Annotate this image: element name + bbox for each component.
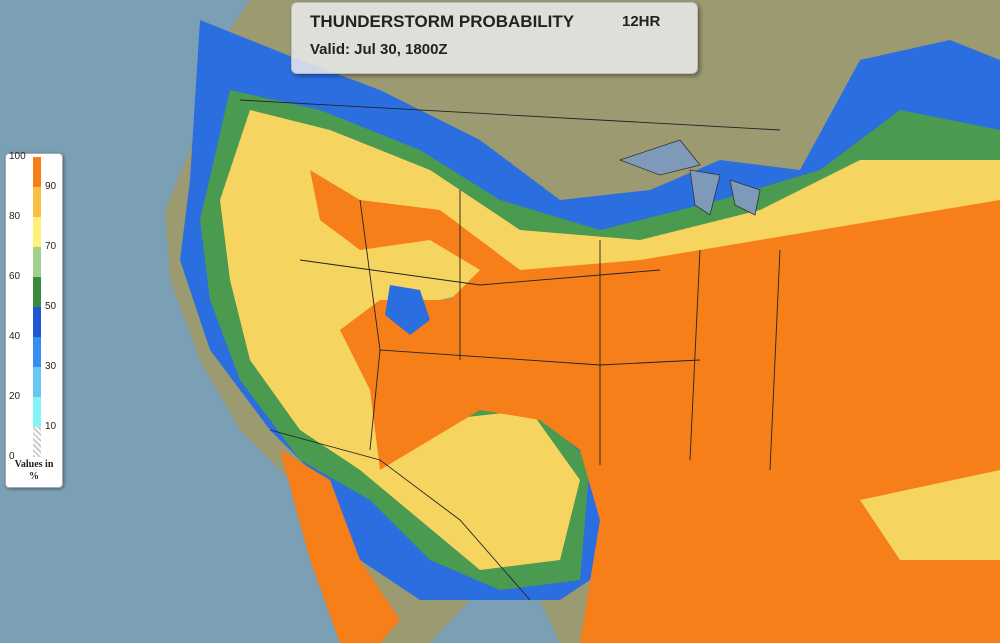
- swatch: [33, 367, 41, 397]
- storm-yellow: [860, 470, 1000, 560]
- legend-label: 10: [45, 421, 57, 432]
- legend-label: 40: [9, 331, 21, 342]
- legend-label: 60: [9, 271, 21, 282]
- borders: [239, 99, 781, 601]
- legend-caption: Values in %: [14, 459, 54, 482]
- period: 12HR: [622, 13, 661, 30]
- swatch: [33, 427, 41, 457]
- swatch: [33, 277, 41, 307]
- legend-label: 50: [45, 301, 57, 312]
- great-lakes: [618, 139, 761, 216]
- header-panel: THUNDERSTORM PROBABILITY 12HR Valid: Jul…: [291, 2, 698, 74]
- swatch: [33, 397, 41, 427]
- swatch: [33, 337, 41, 367]
- swatch: [33, 247, 41, 277]
- legend-label: 0: [9, 451, 15, 462]
- storm-orange: [280, 450, 400, 643]
- storm-orange: [310, 170, 1000, 643]
- legend: Values in % 100 80 60 40 20 0 90 70 50 30 10: [5, 151, 63, 488]
- valid-time: Valid: Jul 30, 1800Z: [310, 41, 448, 58]
- legend-label: 30: [45, 361, 57, 372]
- swatch: [33, 187, 41, 217]
- title: THUNDERSTORM PROBABILITY: [310, 12, 575, 31]
- legend-label: 100: [9, 151, 26, 162]
- legend-label: 90: [45, 181, 57, 192]
- swatch: [33, 157, 41, 187]
- legend-label: 80: [9, 211, 21, 222]
- storm-blue: [385, 285, 430, 335]
- legend-label: 70: [45, 241, 57, 252]
- legend-label: 20: [9, 391, 21, 402]
- swatch: [33, 307, 41, 337]
- swatch: [33, 217, 41, 247]
